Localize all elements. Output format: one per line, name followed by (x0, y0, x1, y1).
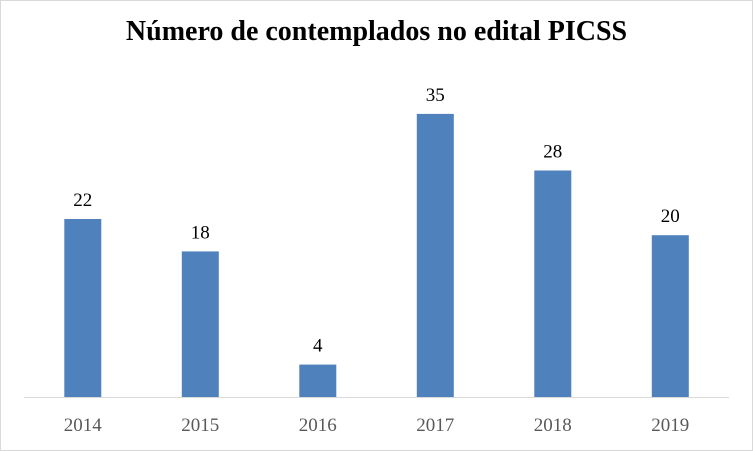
bar-2016 (299, 364, 337, 397)
x-tick-2018: 2018 (534, 415, 572, 436)
data-label-2019: 20 (661, 206, 680, 227)
x-tick-2015: 2015 (181, 415, 219, 436)
data-labels: 22 18 4 35 28 20 (73, 85, 680, 357)
data-label-2014: 22 (73, 190, 92, 211)
chart-title: Número de contemplados no edital PICSS (125, 16, 628, 47)
bar-2018 (534, 170, 572, 397)
data-label-2015: 18 (191, 222, 210, 243)
bar-2017 (416, 113, 454, 398)
x-tick-2019: 2019 (651, 415, 689, 436)
data-label-2018: 28 (543, 142, 562, 163)
bar-2019 (651, 235, 689, 397)
x-tick-2017: 2017 (416, 415, 454, 436)
data-label-2017: 35 (426, 85, 445, 106)
x-tick-2014: 2014 (64, 415, 103, 436)
data-label-2016: 4 (313, 336, 323, 357)
bar-series (64, 113, 689, 398)
x-tick-labels: 2014 2015 2016 2017 2018 2019 (64, 415, 689, 436)
bar-2014 (64, 219, 102, 397)
x-tick-2016: 2016 (299, 415, 337, 436)
bar-2015 (181, 251, 219, 397)
